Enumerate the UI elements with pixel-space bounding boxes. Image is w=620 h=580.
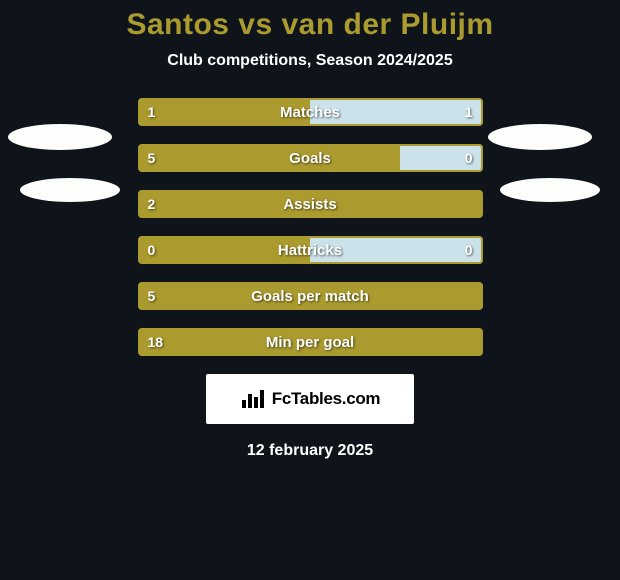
- stat-label: Assists: [138, 190, 483, 218]
- bars-icon: [240, 388, 266, 410]
- player-oval-left-1: [8, 124, 112, 150]
- stat-label: Goals per match: [138, 282, 483, 310]
- stat-row: Assists2: [138, 190, 483, 218]
- player-oval-right-1: [488, 124, 592, 150]
- stat-label: Matches: [138, 98, 483, 126]
- stat-value-right: 1: [465, 98, 473, 126]
- stat-value-left: 5: [148, 144, 156, 172]
- stat-row: Min per goal18: [138, 328, 483, 356]
- stat-label: Goals: [138, 144, 483, 172]
- stat-row: Goals5 0: [138, 144, 483, 172]
- stat-row: Goals per match5: [138, 282, 483, 310]
- logo-text: FcTables.com: [272, 389, 381, 409]
- stats-container: Matches11Goals50Assists2Hattricks00Goals…: [138, 98, 483, 356]
- page-title: Santos vs van der Pluijm: [0, 0, 620, 42]
- stat-label: Min per goal: [138, 328, 483, 356]
- player-oval-left-2: [20, 178, 120, 202]
- stat-value-left: 0: [148, 236, 156, 264]
- stat-row: Matches1 1: [138, 98, 483, 126]
- stat-value-left: 5: [148, 282, 156, 310]
- subtitle: Club competitions, Season 2024/2025: [0, 52, 620, 70]
- date-text: 12 february 2025: [0, 442, 620, 460]
- fctables-logo: FcTables.com: [206, 374, 414, 424]
- stat-value-right: 0: [465, 144, 473, 172]
- stat-value-left: 1: [148, 98, 156, 126]
- stat-value-left: 18: [148, 328, 164, 356]
- player-oval-right-2: [500, 178, 600, 202]
- stat-value-right: 0: [465, 236, 473, 264]
- stat-row: Hattricks0 0: [138, 236, 483, 264]
- stat-value-left: 2: [148, 190, 156, 218]
- stat-label: Hattricks: [138, 236, 483, 264]
